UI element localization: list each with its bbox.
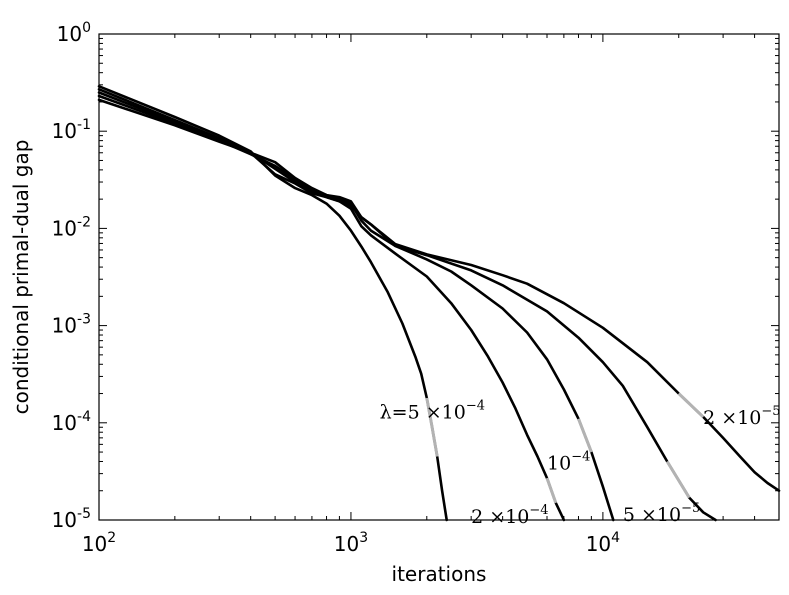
series-label-1: λ=5 ×10−4 [380,399,485,424]
series-line-2 [97,88,566,522]
x-tick-label-1: 102 [82,530,116,556]
series-line-1 [97,85,449,522]
series-line-5 [97,98,781,493]
x-axis-label: iterations [392,562,487,586]
series-label-2: 2 ×10−4 [471,503,548,528]
series-highlight-5 [677,392,705,418]
y-tick-label-3: 10-2 [52,214,91,240]
series-highlight-3 [577,418,593,453]
series-highlight-2 [545,477,558,504]
tick-layer: 102 103 104 100 10-1 10-2 10-3 10-4 10-5 [52,20,780,556]
y-tick-label-6: 10-5 [52,506,91,532]
anno-layer: λ=5 ×10−4 2 ×10−4 10−4 5 ×10−5 2 ×10−5 [380,399,781,528]
y-tick-label-5: 10-4 [52,409,92,435]
series-highlight-4 [665,460,691,499]
series-label-5: 2 ×10−5 [703,404,780,429]
y-tick-label-4: 10-3 [52,312,91,338]
y-axis-label: conditional primal-dual gap [9,140,33,415]
series-highlight-1 [425,397,439,457]
x-tick-label-2: 103 [334,530,368,556]
series-layer [97,85,781,522]
series-label-4: 5 ×10−5 [623,501,700,526]
plot-frame [98,33,780,521]
series-line-4 [97,94,717,522]
y-tick-label-2: 10-1 [52,117,91,143]
highlight-layer [425,392,705,504]
y-tick-label-1: 100 [57,20,91,46]
series-label-3: 10−4 [547,450,590,475]
x-tick-label-3: 104 [586,530,620,556]
